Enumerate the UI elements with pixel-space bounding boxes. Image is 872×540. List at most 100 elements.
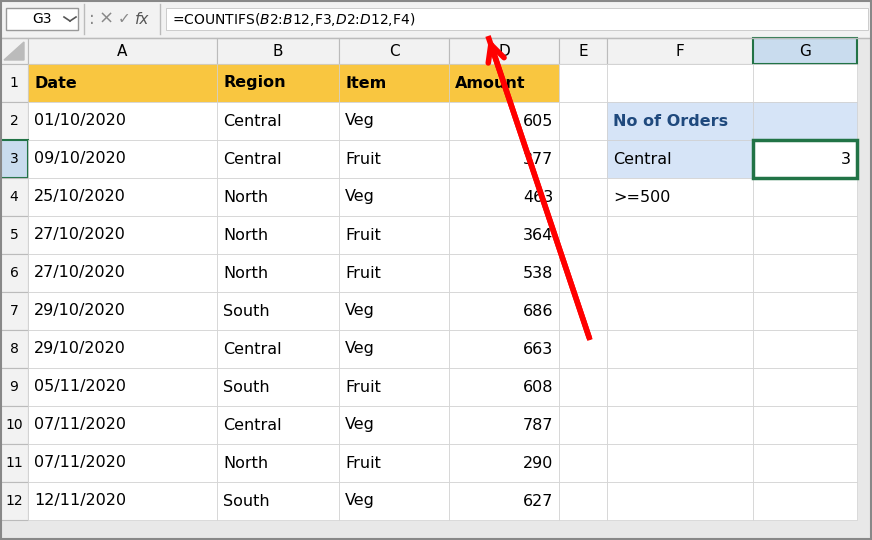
- Text: 9: 9: [10, 380, 18, 394]
- Bar: [449, 38, 559, 64]
- Bar: [0, 368, 28, 406]
- Bar: [607, 444, 753, 482]
- Text: 25/10/2020: 25/10/2020: [34, 190, 126, 205]
- Bar: [217, 102, 339, 140]
- Text: 627: 627: [522, 494, 553, 509]
- Bar: [0, 292, 28, 330]
- Bar: [339, 292, 449, 330]
- Text: Veg: Veg: [345, 190, 375, 205]
- Text: Date: Date: [34, 76, 77, 91]
- Bar: [607, 292, 753, 330]
- Text: Amount: Amount: [455, 76, 526, 91]
- Bar: [449, 482, 559, 520]
- Bar: [449, 254, 559, 292]
- Bar: [217, 64, 339, 102]
- Bar: [339, 178, 449, 216]
- Text: Central: Central: [223, 113, 282, 129]
- Bar: [339, 406, 449, 444]
- Bar: [28, 216, 217, 254]
- Text: North: North: [223, 266, 268, 280]
- Bar: [217, 444, 339, 482]
- Bar: [217, 254, 339, 292]
- Bar: [0, 482, 28, 520]
- Bar: [28, 38, 217, 64]
- Text: 12: 12: [5, 494, 23, 508]
- Text: 663: 663: [522, 341, 553, 356]
- Bar: [753, 254, 857, 292]
- Bar: [28, 330, 217, 368]
- Text: Veg: Veg: [345, 113, 375, 129]
- Text: 463: 463: [522, 190, 553, 205]
- Bar: [0, 178, 28, 216]
- Bar: [607, 38, 753, 64]
- Text: Item: Item: [345, 76, 386, 91]
- Text: B: B: [273, 44, 283, 58]
- Bar: [753, 216, 857, 254]
- Bar: [753, 368, 857, 406]
- Text: 5: 5: [10, 228, 18, 242]
- Text: 27/10/2020: 27/10/2020: [34, 227, 126, 242]
- Text: F: F: [676, 44, 685, 58]
- Text: 10: 10: [5, 418, 23, 432]
- Bar: [339, 64, 449, 102]
- Bar: [607, 368, 753, 406]
- Bar: [449, 292, 559, 330]
- Text: 6: 6: [10, 266, 18, 280]
- Text: 11: 11: [5, 456, 23, 470]
- Bar: [217, 330, 339, 368]
- Bar: [753, 292, 857, 330]
- Bar: [0, 64, 28, 102]
- Text: E: E: [578, 44, 588, 58]
- Bar: [0, 406, 28, 444]
- Text: Central: Central: [613, 152, 671, 166]
- Text: Fruit: Fruit: [345, 266, 381, 280]
- Bar: [559, 292, 607, 330]
- Bar: [559, 216, 607, 254]
- Text: C: C: [389, 44, 399, 58]
- Text: 29/10/2020: 29/10/2020: [34, 341, 126, 356]
- Bar: [0, 140, 28, 178]
- Bar: [607, 254, 753, 292]
- Bar: [449, 406, 559, 444]
- Text: 07/11/2020: 07/11/2020: [34, 456, 126, 470]
- Text: 608: 608: [522, 380, 553, 395]
- Bar: [339, 140, 449, 178]
- Bar: [607, 178, 753, 216]
- Text: South: South: [223, 303, 269, 319]
- Text: 27/10/2020: 27/10/2020: [34, 266, 126, 280]
- Bar: [753, 406, 857, 444]
- Text: 7: 7: [10, 304, 18, 318]
- Text: 364: 364: [522, 227, 553, 242]
- Bar: [559, 368, 607, 406]
- Bar: [559, 178, 607, 216]
- Text: Veg: Veg: [345, 417, 375, 433]
- Text: Veg: Veg: [345, 494, 375, 509]
- Text: fx: fx: [135, 11, 149, 26]
- Bar: [449, 368, 559, 406]
- Bar: [559, 406, 607, 444]
- Text: Central: Central: [223, 341, 282, 356]
- Bar: [753, 64, 857, 102]
- Bar: [607, 482, 753, 520]
- Text: >=500: >=500: [613, 190, 671, 205]
- Bar: [217, 482, 339, 520]
- Text: Veg: Veg: [345, 341, 375, 356]
- Text: Fruit: Fruit: [345, 456, 381, 470]
- Bar: [339, 368, 449, 406]
- Bar: [0, 38, 28, 64]
- Text: No of Orders: No of Orders: [613, 113, 728, 129]
- Bar: [6, 8, 78, 30]
- Bar: [449, 140, 559, 178]
- Bar: [449, 444, 559, 482]
- Bar: [607, 406, 753, 444]
- Text: 09/10/2020: 09/10/2020: [34, 152, 126, 166]
- Bar: [217, 38, 339, 64]
- Bar: [753, 38, 857, 64]
- Text: Region: Region: [223, 76, 286, 91]
- Bar: [449, 216, 559, 254]
- Text: Fruit: Fruit: [345, 380, 381, 395]
- Bar: [753, 178, 857, 216]
- Bar: [753, 330, 857, 368]
- Text: 1: 1: [10, 76, 18, 90]
- Text: 3: 3: [10, 152, 18, 166]
